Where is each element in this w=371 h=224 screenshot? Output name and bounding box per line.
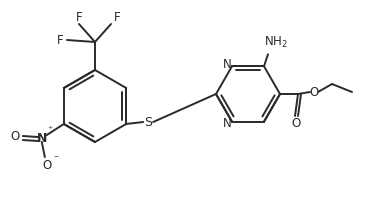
Text: F: F [114, 11, 120, 24]
Text: S: S [144, 116, 152, 129]
Text: $^{-}$: $^{-}$ [53, 153, 59, 162]
Text: O: O [309, 86, 319, 99]
Text: $^{+}$: $^{+}$ [47, 124, 53, 133]
Text: F: F [76, 11, 82, 24]
Text: O: O [42, 159, 52, 172]
Text: O: O [291, 116, 301, 129]
Text: F: F [57, 34, 63, 47]
Text: NH$_2$: NH$_2$ [264, 35, 288, 50]
Text: N: N [223, 58, 232, 71]
Text: N: N [223, 117, 232, 130]
Text: O: O [10, 129, 19, 142]
Text: N: N [37, 131, 47, 144]
